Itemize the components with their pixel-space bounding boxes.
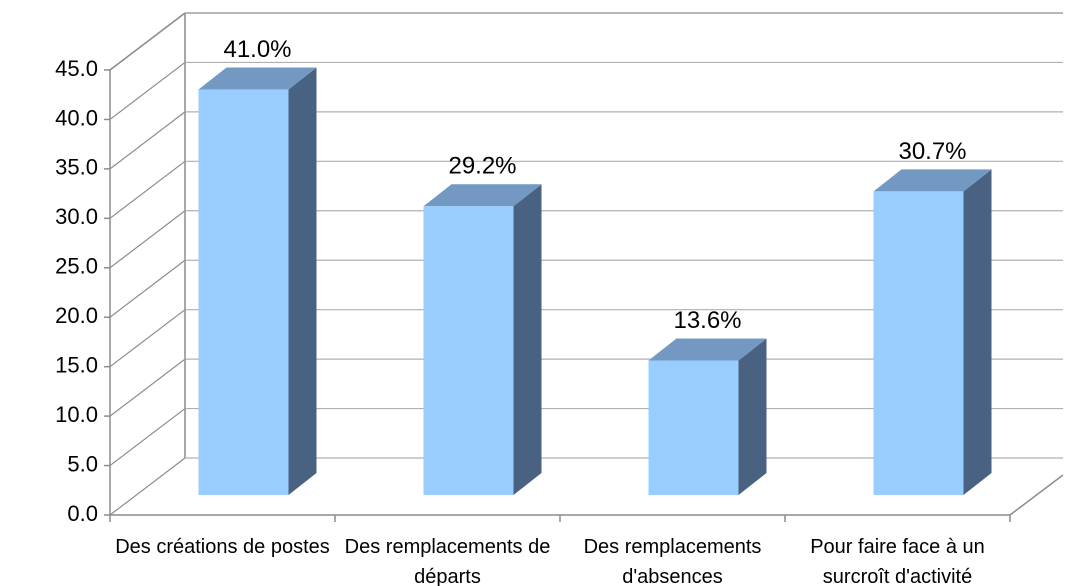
y-tick-label: 40.0: [55, 105, 98, 130]
grid-line: [109, 358, 186, 417]
y-tick-label: 15.0: [55, 352, 98, 377]
grid-line: [109, 12, 186, 71]
grid-line: [109, 160, 186, 219]
grid-line: [109, 408, 186, 467]
grid-line: [109, 309, 186, 368]
bar-top: [423, 184, 542, 207]
grid-line: [109, 210, 186, 269]
y-tick-label: 45.0: [55, 56, 98, 81]
bar: [423, 206, 514, 495]
x-tick-label: Des créations de postes: [115, 536, 330, 558]
bar: [198, 89, 289, 496]
y-tick-label: 25.0: [55, 254, 98, 279]
y-tick-label: 20.0: [55, 303, 98, 328]
grid-line: [109, 457, 186, 516]
y-tick-label: 10.0: [55, 402, 98, 427]
y-tick-label: 0.0: [67, 501, 98, 526]
x-tick-label: Des remplacements de départs: [344, 536, 551, 586]
value-label: 30.7%: [898, 138, 966, 165]
value-label: 41.0%: [223, 36, 291, 63]
bar-side: [288, 67, 317, 496]
bar: [873, 191, 964, 495]
bar-side: [513, 184, 542, 495]
x-tick-label: Des remplacements d'absences: [583, 536, 762, 586]
bar-top: [648, 338, 767, 361]
grid-line: [109, 259, 186, 318]
bar-top: [873, 169, 992, 192]
bar-top: [198, 67, 317, 90]
value-label: 29.2%: [448, 153, 516, 180]
value-label: 13.6%: [673, 307, 741, 334]
grid-line: [109, 61, 186, 120]
y-tick-label: 30.0: [55, 204, 98, 229]
y-tick-label: 5.0: [67, 451, 98, 476]
bar-side: [963, 169, 992, 495]
grid-line: [109, 111, 186, 170]
bar-side: [738, 338, 767, 495]
floor-edge: [1009, 474, 1064, 516]
x-tick-label: Pour faire face à un surcroît d'activité: [810, 536, 985, 586]
y-tick-label: 35.0: [55, 155, 98, 180]
bar: [648, 360, 739, 495]
